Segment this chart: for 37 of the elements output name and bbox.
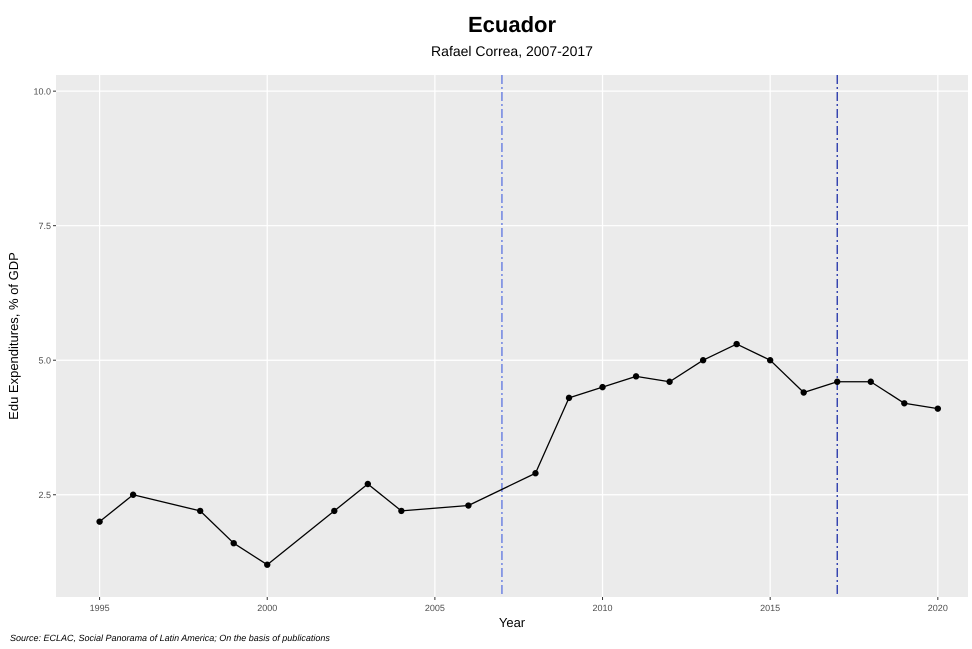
y-axis-title: Edu Expenditures, % of GDP [6, 252, 21, 420]
point [632, 373, 640, 380]
x-tick-label: 2015 [760, 603, 780, 613]
point [901, 400, 908, 406]
point [196, 508, 204, 514]
point [230, 540, 237, 546]
point [834, 378, 840, 385]
source-note: Source: ECLAC, Social Panorama of Latin America; On the basis of publications [10, 633, 330, 643]
point [800, 389, 807, 396]
point [532, 470, 539, 476]
x-tick-label: 1995 [90, 603, 110, 613]
point [364, 480, 372, 488]
y-tick-label: 5.0 [38, 355, 51, 366]
point [96, 518, 103, 525]
x-axis-title: Year [498, 615, 526, 630]
x-tick-label: 2005 [424, 603, 445, 613]
point [465, 502, 472, 509]
x-tick-label: 2010 [592, 603, 613, 613]
point [331, 508, 338, 514]
y-tick-label: 7.5 [38, 220, 51, 231]
y-tick-label: 2.5 [38, 490, 51, 500]
point [766, 357, 774, 364]
point [264, 562, 270, 568]
point [398, 508, 405, 514]
x-tick-label: 2000 [257, 603, 278, 613]
point [599, 384, 606, 390]
point [733, 340, 740, 348]
y-tick-label: 10.0 [33, 86, 51, 96]
point [130, 492, 136, 498]
chart-subtitle: Rafael Correa, 2007-2017 [431, 43, 594, 59]
point [700, 357, 706, 364]
point [868, 378, 874, 385]
chart-title: Ecuador [468, 12, 556, 37]
point [666, 378, 673, 385]
point [566, 394, 572, 402]
x-tick-label: 2020 [928, 603, 948, 613]
point [934, 405, 942, 412]
